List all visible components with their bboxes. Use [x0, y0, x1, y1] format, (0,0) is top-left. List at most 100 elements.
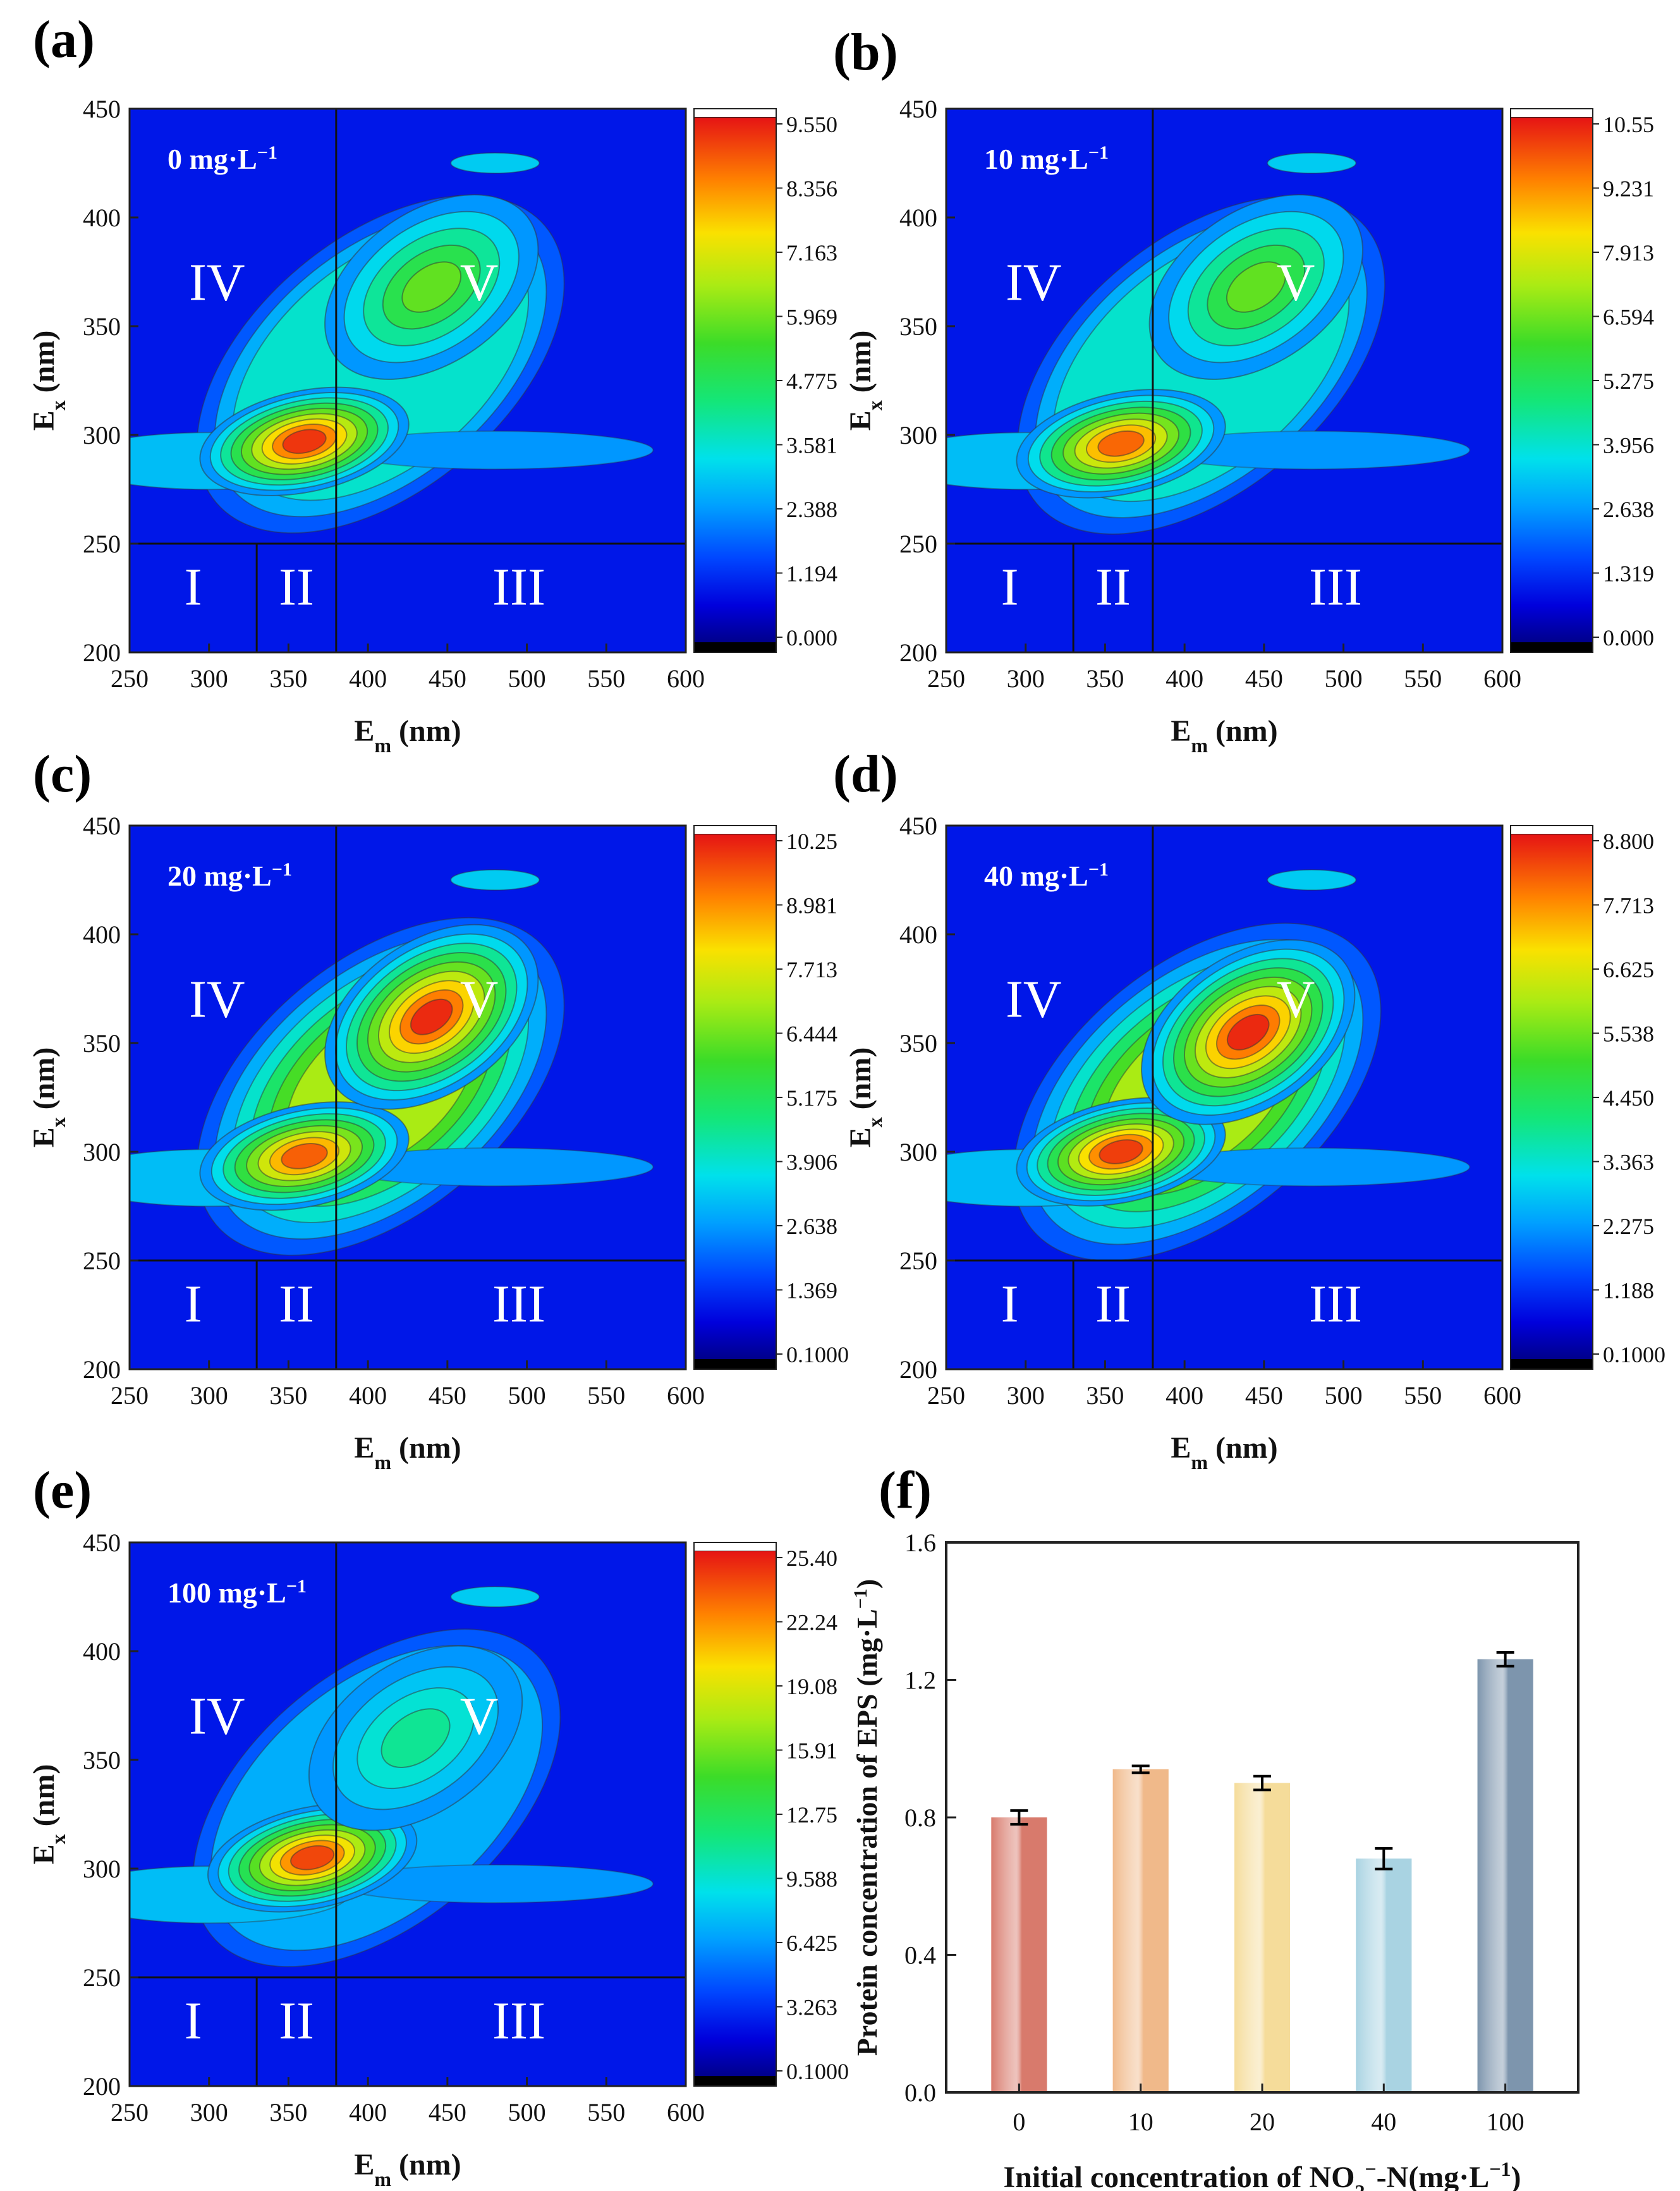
- y-tick-label: 250: [83, 1963, 121, 1992]
- y-tick-label: 300: [83, 1855, 121, 1883]
- panel-label: (e): [33, 1461, 92, 1520]
- y-axis-label: Ex (nm): [27, 331, 70, 431]
- x-tick-label: 10: [1128, 2108, 1153, 2136]
- colorbar-tick-label: 2.275: [1603, 1214, 1654, 1239]
- colorbar-tick-label: 1.369: [786, 1278, 837, 1303]
- y-tick-label: 450: [83, 95, 121, 123]
- x-tick-label: 300: [190, 664, 228, 693]
- region-label-v: V: [460, 1687, 499, 1746]
- x-tick-label: 500: [508, 664, 546, 693]
- x-tick-label: 40: [1371, 2108, 1396, 2136]
- colorbar-tick-label: 22.24: [786, 1610, 837, 1635]
- bar-panel-f: (f) 0 10 20 40 100 0.0 0.4 0.8 1.2 1.6 Protein conc…: [850, 1461, 1580, 2191]
- colorbar-tick-label: 3.956: [1603, 433, 1654, 458]
- condition-label: 40 mg·L−1: [984, 859, 1109, 893]
- colorbar-bottom-cap: [1511, 1359, 1593, 1369]
- colorbar-tick-label: 4.450: [1603, 1085, 1654, 1111]
- peak-contour: [410, 998, 453, 1035]
- colorbar-tick-label: 7.713: [786, 957, 837, 982]
- y-tick-label: 350: [83, 1029, 121, 1058]
- x-tick-label: 500: [1325, 1381, 1363, 1410]
- y-axis-label: Ex (nm): [844, 1047, 886, 1148]
- region-label-v: V: [1277, 970, 1315, 1029]
- y-axis-label: Ex (nm): [844, 331, 886, 431]
- colorbar-tick-label: 5.969: [786, 305, 837, 330]
- y-tick-label: 450: [899, 812, 937, 840]
- y-tick-label: 400: [899, 920, 937, 949]
- condition-label: 20 mg·L−1: [167, 859, 292, 893]
- plot-frame: [945, 824, 1504, 1370]
- colorbar-tick-label: 9.231: [1603, 176, 1654, 202]
- colorbar-bottom-cap: [694, 1359, 776, 1369]
- peak-contour: [401, 261, 462, 313]
- colorbar-top-cap: [1510, 825, 1593, 835]
- colorbar-bottom-cap: [694, 642, 776, 652]
- bar-shade-100: [1477, 1659, 1533, 2092]
- region-label-i: I: [185, 1991, 202, 2050]
- bar-shade-40: [1356, 1858, 1412, 2092]
- colorbar-tick-label: 5.275: [1603, 369, 1654, 394]
- colorbar-gradient: [1511, 118, 1593, 642]
- x-tick-label: 350: [269, 664, 307, 693]
- colorbar-tick-label: 15.91: [786, 1738, 837, 1764]
- x-tick-label: 300: [190, 2098, 228, 2127]
- x-tick-label: 350: [269, 2098, 307, 2127]
- heatmap-field: [130, 152, 654, 534]
- peak-contour: [1099, 1139, 1143, 1164]
- colorbar-tick-label: 9.550: [786, 112, 837, 137]
- colorbar-gradient: [694, 834, 776, 1359]
- region-label-iv: IV: [1006, 253, 1062, 312]
- region-label-iv: IV: [1006, 970, 1062, 1029]
- colorbar-tick-label: 0.1000: [1603, 1342, 1665, 1367]
- x-tick-label: 450: [1245, 1381, 1283, 1410]
- condition-label: 0 mg·L−1: [167, 142, 277, 176]
- panel-label: (f): [879, 1461, 932, 1520]
- region-label-iii: III: [1309, 558, 1362, 616]
- y-tick-label: 200: [83, 1355, 121, 1384]
- x-tick-label: 550: [587, 664, 625, 693]
- bar-shade-0: [991, 1817, 1047, 2092]
- colorbar-tick-label: 2.638: [786, 1214, 837, 1239]
- y-tick-label: 400: [83, 204, 121, 232]
- y-tick-label: 350: [899, 1029, 937, 1058]
- x-tick-label: 300: [1007, 1381, 1045, 1410]
- heatmap-field: [946, 869, 1471, 1262]
- x-tick-label: 550: [1404, 1381, 1442, 1410]
- colorbar-tick-label: 3.906: [786, 1150, 837, 1175]
- colorbar-gradient: [1511, 834, 1593, 1359]
- colorbar-top-cap: [693, 825, 777, 835]
- y-tick-label: 1.6: [904, 1529, 936, 1557]
- colorbar-gradient: [694, 1551, 776, 2076]
- colorbar-tick-label: 8.356: [786, 176, 837, 202]
- colorbar-bottom-cap: [1511, 642, 1593, 652]
- colorbar-tick-label: 5.538: [1603, 1022, 1654, 1047]
- region-label-v: V: [1277, 253, 1315, 312]
- x-tick-label: 350: [1086, 664, 1124, 693]
- region-label-i: I: [1001, 1274, 1019, 1333]
- colorbar-tick-label: 1.194: [786, 561, 837, 587]
- region-label-ii: II: [279, 1991, 314, 2050]
- y-tick-label: 300: [899, 1138, 937, 1166]
- colorbar-tick-label: 7.163: [786, 240, 837, 265]
- colorbar-tick-label: 6.625: [1603, 957, 1654, 982]
- region-label-i: I: [185, 558, 202, 616]
- y-tick-label: 350: [83, 1746, 121, 1774]
- panel-label: (d): [833, 745, 898, 803]
- x-tick-label: 400: [349, 664, 387, 693]
- y-tick-label: 200: [83, 2072, 121, 2101]
- peak-contour: [281, 1143, 328, 1169]
- colorbar-tick-label: 2.388: [786, 497, 837, 522]
- colorbar-tick-label: 25.40: [786, 1546, 837, 1571]
- colorbar-top-cap: [693, 1542, 777, 1552]
- x-tick-label: 600: [1483, 664, 1521, 693]
- colorbar-tick-label: 12.75: [786, 1802, 837, 1828]
- contour-top: [450, 869, 540, 891]
- colorbar-tick-label: 5.175: [786, 1085, 837, 1111]
- x-tick-label: 250: [927, 1381, 965, 1410]
- x-tick-label: 0: [1013, 2108, 1025, 2136]
- colorbar-bottom-cap: [694, 2076, 776, 2086]
- region-label-iii: III: [492, 558, 545, 616]
